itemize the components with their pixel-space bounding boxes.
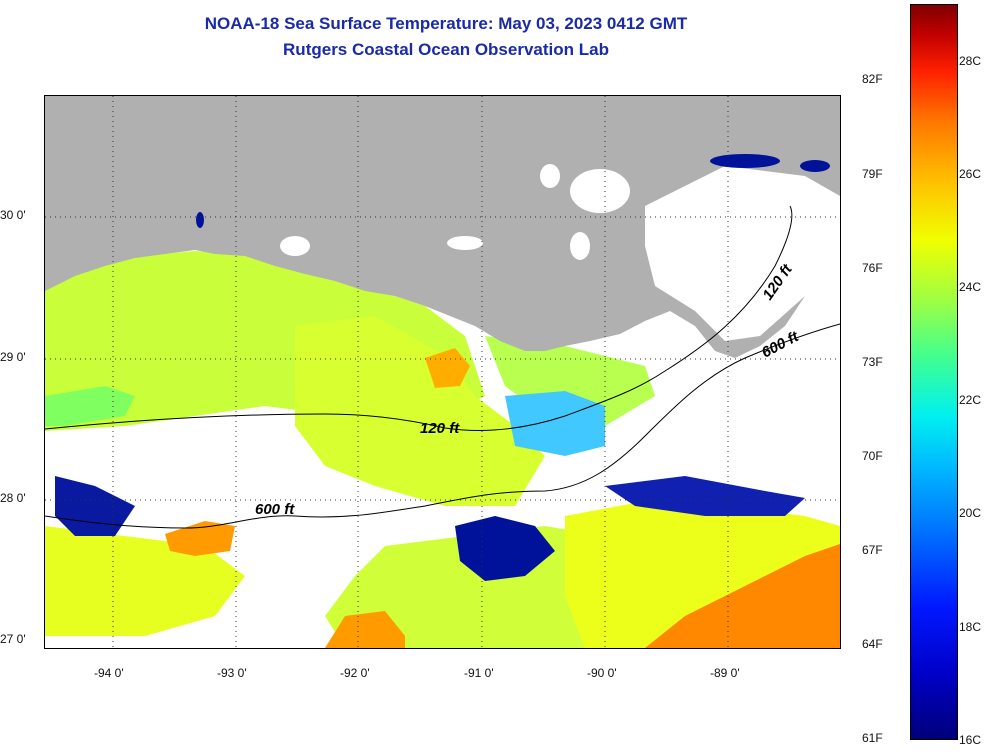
sst-cold-patch-east — [605, 476, 805, 516]
lon-label-94: -94 0' — [94, 666, 124, 680]
lon-label-89: -89 0' — [710, 666, 740, 680]
lat-label-29: 29 0' — [0, 350, 26, 364]
sst-warm-south — [325, 611, 405, 648]
temperature-colorbar — [910, 4, 958, 740]
sst-mid-patch — [505, 391, 605, 456]
contour-label-120ft-west: 120 ft — [420, 420, 460, 437]
colorbar-f-70: 70F — [862, 449, 883, 463]
colorbar-c-24: 24C — [959, 280, 982, 294]
sst-map[interactable]: 120 ft 600 ft 120 ft 600 ft — [44, 95, 841, 649]
graticule — [45, 96, 840, 648]
map-title: NOAA-18 Sea Surface Temperature: May 03,… — [204, 14, 688, 33]
map-subtitle: Rutgers Coastal Ocean Observation Lab — [283, 40, 609, 59]
colorbar-c-20: 20C — [959, 506, 982, 520]
colorbar-f-82: 82F — [862, 72, 883, 86]
colorbar-c-26: 26C — [959, 167, 982, 181]
land-mass — [45, 96, 840, 358]
contour-600ft — [45, 323, 840, 529]
bathymetry-contours — [45, 205, 840, 529]
sst-warm-central — [425, 348, 470, 388]
colorbar-c-28: 28C — [959, 54, 982, 68]
lon-label-93: -93 0' — [217, 666, 247, 680]
sst-cold-patch-main — [455, 516, 555, 581]
lon-label-92: -92 0' — [340, 666, 370, 680]
coastal-cold-spots — [196, 154, 830, 228]
lon-label-90: -90 0' — [587, 666, 617, 680]
lat-label-27: 27 0' — [0, 632, 26, 646]
sst-warm-west — [165, 521, 235, 556]
contour-label-600ft-west: 600 ft — [255, 501, 295, 518]
colorbar-f-76: 76F — [862, 261, 883, 275]
colorbar-c-22: 22C — [959, 393, 982, 407]
colorbar-c-16: 16C — [959, 733, 982, 747]
colorbar-f-73: 73F — [862, 355, 883, 369]
sst-warm-southeast — [645, 544, 840, 648]
colorbar-f-64: 64F — [862, 637, 883, 651]
lat-label-28: 28 0' — [0, 491, 26, 505]
contour-120ft — [45, 205, 793, 431]
colorbar-c-18: 18C — [959, 620, 982, 634]
colorbar-f-61: 61F — [862, 731, 883, 745]
colorbar-f-79: 79F — [862, 167, 883, 181]
colorbar-f-67: 67F — [862, 543, 883, 557]
sst-patch-east-shelf — [485, 336, 655, 426]
sst-cold-patch-west — [55, 476, 135, 536]
sst-patch-central — [295, 316, 545, 506]
lat-label-30: 30 0' — [0, 208, 26, 222]
sst-field — [45, 251, 840, 648]
lon-label-91: -91 0' — [464, 666, 494, 680]
